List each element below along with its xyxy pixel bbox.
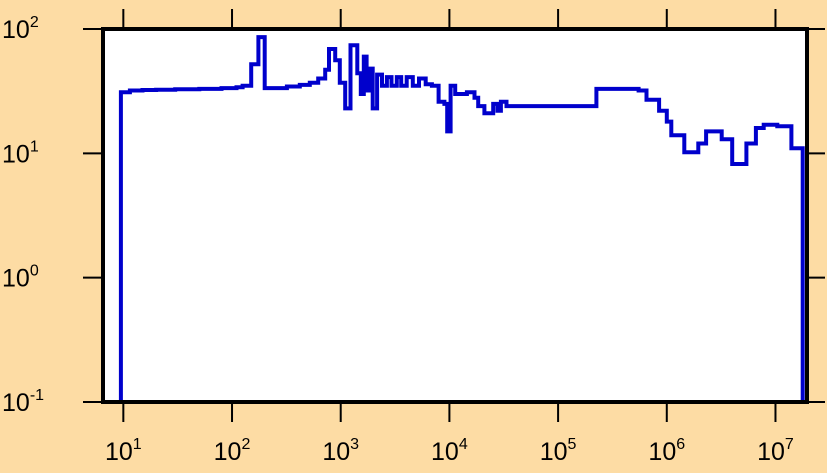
y-tick-label-2: 101 [2,138,39,168]
y-tick-label-0: 10-1 [2,387,44,417]
x-axis-tick-labels: 101 102 103 104 105 106 107 [105,436,794,466]
x-tick-label-5: 106 [648,436,685,466]
plot-frame [101,27,809,404]
series-line-0 [118,35,805,402]
y-tick-label-3: 102 [2,14,39,44]
x-tick-label-3: 104 [431,436,468,466]
x-tick-label-1: 102 [214,436,251,466]
y-tick-label-1: 100 [2,263,39,293]
y-axis-tick-labels: 10-1 100 101 102 [2,14,44,417]
y-axis-ticks [83,28,825,403]
x-tick-label-0: 101 [105,436,142,466]
x-tick-label-4: 105 [540,436,577,466]
x-axis-ticks [122,9,777,422]
series-layer [118,35,805,402]
x-tick-label-6: 107 [757,436,794,466]
x-tick-label-2: 103 [322,436,359,466]
